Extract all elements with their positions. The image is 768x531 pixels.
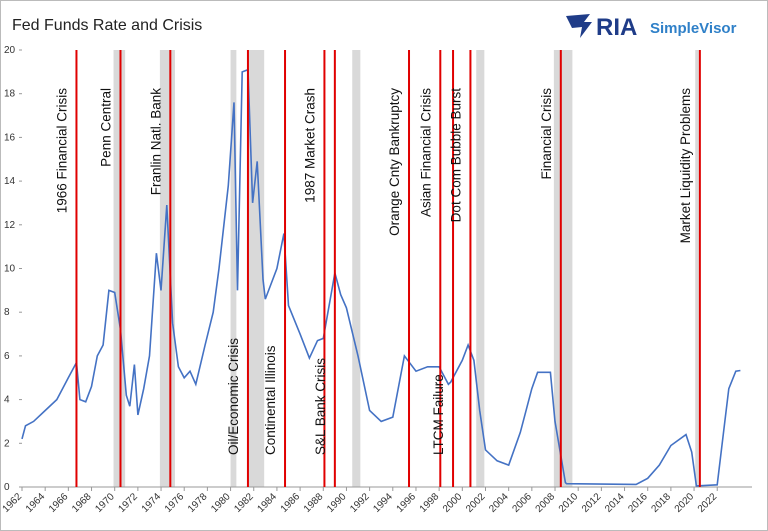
y-tick-label: 10 bbox=[4, 264, 16, 275]
y-tick-label: 12 bbox=[4, 220, 16, 231]
crisis-label: Financial Crisis bbox=[539, 88, 554, 180]
y-tick-label: 0 bbox=[4, 482, 10, 493]
rate-line bbox=[21, 68, 741, 487]
y-tick-label: 14 bbox=[4, 176, 16, 187]
chart-title: Fed Funds Rate and Crisis bbox=[12, 17, 202, 34]
logo: RIA SimpleVisor bbox=[566, 14, 737, 41]
y-tick-label: 8 bbox=[4, 307, 10, 318]
y-tick-label: 2 bbox=[4, 438, 10, 449]
crisis-label: Franlin Natl. Bank bbox=[148, 88, 163, 196]
crisis-label: Dot Com Bubble Burst bbox=[448, 88, 463, 223]
crisis-label: 1987 Market Crash bbox=[302, 88, 317, 203]
logo-product: SimpleVisor bbox=[650, 20, 737, 37]
recession-band bbox=[553, 50, 573, 487]
recession-band bbox=[230, 50, 237, 487]
y-tick-label: 6 bbox=[4, 351, 10, 362]
y-tick-label: 4 bbox=[4, 395, 10, 406]
crisis-label: Market Liquidity Problems bbox=[678, 88, 693, 244]
crisis-label: 1966 Financial Crisis bbox=[54, 88, 69, 214]
recession-band bbox=[352, 50, 361, 487]
logo-icon bbox=[566, 14, 592, 38]
recession-band bbox=[476, 50, 485, 487]
y-tick-label: 20 bbox=[4, 45, 16, 56]
y-tick-label: 16 bbox=[4, 132, 16, 143]
y-tick-label: 18 bbox=[4, 89, 16, 100]
crisis-label: Asian Financial Crisis bbox=[418, 88, 433, 217]
recession-band bbox=[113, 50, 126, 487]
recession-band bbox=[247, 50, 265, 487]
crisis-label: Penn Central bbox=[98, 88, 113, 167]
crisis-label: Orange Cnty Bankruptcy bbox=[387, 88, 402, 236]
logo-name: RIA bbox=[596, 14, 637, 41]
recession-band bbox=[695, 50, 699, 487]
crisis-label: S&L Bank Crisis bbox=[313, 358, 328, 455]
crisis-label: Continental Illinois bbox=[263, 345, 278, 455]
crisis-label: LTCM Failure bbox=[431, 374, 446, 455]
crisis-label: Oil/Economic Crisis bbox=[226, 338, 241, 455]
